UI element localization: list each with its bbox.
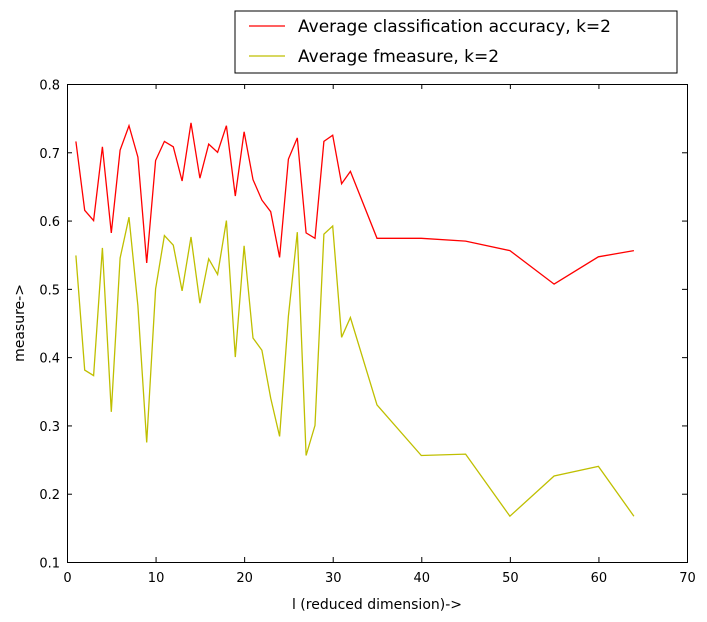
- y-tick-label: 0.6: [39, 215, 60, 230]
- legend-label-fmeasure: Average fmeasure, k=2: [298, 47, 499, 67]
- x-tick-label: 40: [414, 571, 431, 586]
- y-tick-label: 0.4: [39, 352, 60, 367]
- x-tick-label: 0: [63, 571, 71, 586]
- series-line-fmeasure: [76, 217, 634, 516]
- y-axis-label: measure->: [12, 284, 28, 362]
- y-tick-label: 0.2: [39, 488, 60, 503]
- x-tick-label: 60: [591, 571, 608, 586]
- legend: Average classification accuracy, k=2 Ave…: [235, 11, 677, 73]
- x-tick-label: 70: [679, 571, 696, 586]
- x-axis-label: l (reduced dimension)->: [292, 597, 462, 613]
- y-tick-label: 0.3: [39, 420, 60, 435]
- x-tick-label: 20: [236, 571, 253, 586]
- y-tick-label: 0.7: [39, 147, 60, 162]
- y-tick-label: 0.8: [39, 79, 60, 94]
- y-tick-label: 0.5: [39, 283, 60, 298]
- series-layer: [76, 123, 634, 516]
- legend-label-accuracy: Average classification accuracy, k=2: [298, 17, 611, 37]
- y-tick-label: 0.1: [39, 557, 60, 572]
- series-line-accuracy: [76, 123, 634, 284]
- x-axis: 0 10 20 30 40 50 60 70: [63, 84, 695, 586]
- x-tick-label: 50: [502, 571, 519, 586]
- plot-frame: [68, 85, 688, 563]
- x-tick-label: 30: [325, 571, 342, 586]
- x-tick-label: 10: [148, 571, 165, 586]
